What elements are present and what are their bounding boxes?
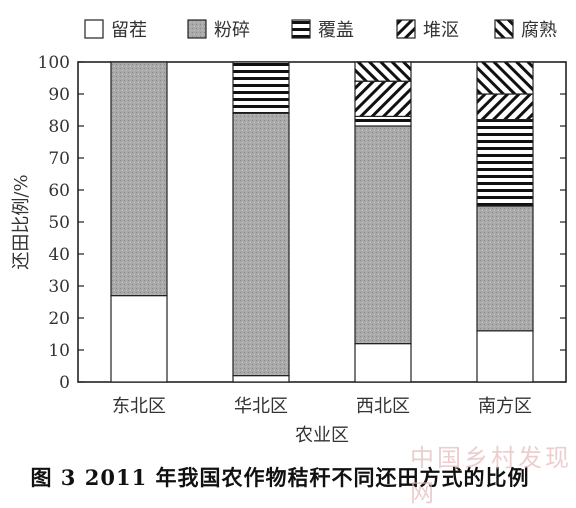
legend-label: 粉碎 <box>214 20 250 41</box>
legend-swatch-blank <box>84 19 104 39</box>
bar-segment-diagonal <box>354 80 412 117</box>
bar-segment-blank <box>110 295 168 383</box>
plot-area <box>77 61 567 383</box>
legend-swatch-diagonal <box>396 19 416 39</box>
y-tick-label: 70 <box>48 149 70 169</box>
y-tick-label: 100 <box>38 53 70 73</box>
legend-swatch-backdiagonal <box>494 19 514 39</box>
bar-segment-horizontal <box>476 118 534 207</box>
x-axis-title: 农业区 <box>295 425 349 446</box>
bar-segment-blank <box>232 375 290 383</box>
y-tick-label: 20 <box>48 309 70 329</box>
y-tick-label: 60 <box>48 181 70 201</box>
y-tick-label: 90 <box>48 85 70 105</box>
y-tick-label: 0 <box>59 373 70 393</box>
legend-label: 留茬 <box>111 20 147 41</box>
legend-swatch-horizontal <box>291 19 311 39</box>
legend-label: 堆沤 <box>423 20 459 41</box>
bar-segment-gray <box>232 112 290 377</box>
legend: 留茬 粉碎 覆盖 堆沤 腐熟 <box>84 19 557 41</box>
bar-segment-horizontal <box>354 115 412 127</box>
y-axis: 0 10 20 30 40 50 60 70 80 90 100 还田比例/% <box>11 53 566 393</box>
bar-segment-gray <box>476 205 534 332</box>
x-tick-label: 南方区 <box>478 396 532 417</box>
x-tick-label: 西北区 <box>356 396 410 417</box>
legend-label: 覆盖 <box>318 20 354 41</box>
bar-segment-backdiagonal <box>354 61 412 82</box>
y-tick-label: 10 <box>48 341 70 361</box>
figure-caption: 图 3 2011 年我国农作物秸秆不同还田方式的比例 <box>30 465 530 490</box>
bar-segment-blank <box>476 330 534 383</box>
bar-segment-backdiagonal <box>476 61 534 95</box>
legend-swatch-gray <box>187 19 207 39</box>
legend-label: 腐熟 <box>521 20 557 41</box>
bar-segment-gray <box>354 125 412 345</box>
y-axis-title: 还田比例/% <box>11 174 32 269</box>
bar-segment-blank <box>354 343 412 383</box>
y-tick-label: 80 <box>48 117 70 137</box>
y-tick-label: 40 <box>48 245 70 265</box>
y-tick-label: 50 <box>48 213 70 233</box>
bar-segment-gray <box>110 61 168 297</box>
y-tick-label: 30 <box>48 277 70 297</box>
watermark-text: 中国乡村发现网 <box>410 444 572 507</box>
bar-segment-diagonal <box>476 93 534 121</box>
stacked-bar-chart: 留茬 粉碎 覆盖 堆沤 腐熟 0102030405060708090100还田比例/% … <box>11 19 567 446</box>
x-tick-label: 华北区 <box>234 396 288 417</box>
bar-segment-horizontal <box>232 61 290 114</box>
x-tick-label: 东北区 <box>112 396 166 417</box>
